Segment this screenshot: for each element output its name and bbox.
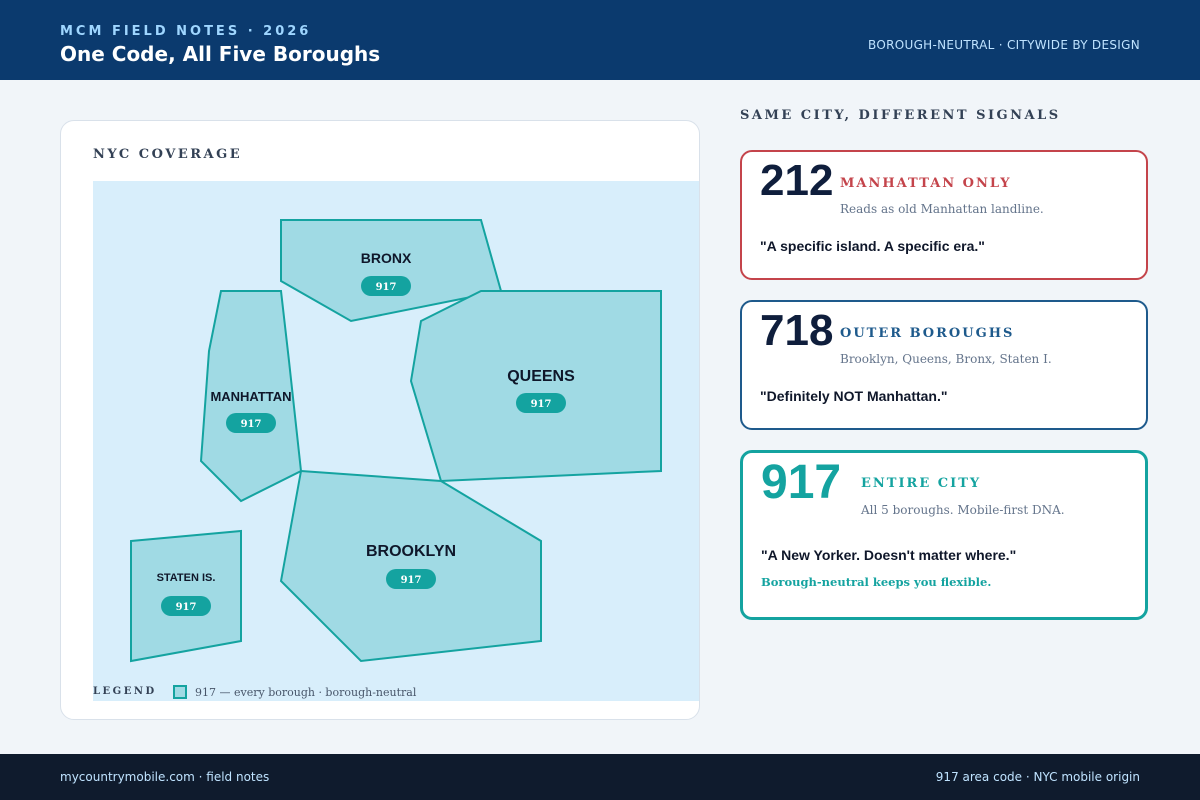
header-bar: MCM FIELD NOTES · 2026 One Code, All Fiv… — [0, 0, 1200, 80]
area-code-card-212: 212 MANHATTAN ONLY Reads as old Manhatta… — [740, 150, 1148, 280]
borough-label-brooklyn: BROOKLYN — [366, 543, 456, 560]
footer-bar: mycountrymobile.com · field notes 917 ar… — [0, 754, 1200, 800]
map-title: NYC COVERAGE — [93, 147, 243, 162]
borough-label-staten-island: STATEN IS. — [157, 572, 216, 584]
borough-label-manhattan: MANHATTAN — [210, 389, 291, 404]
legend-swatch — [173, 685, 187, 699]
nyc-map: BRONX 917 QUEENS 917 MANHATTAN 917 BROOK… — [93, 181, 699, 701]
borough-label-bronx: BRONX — [361, 250, 412, 266]
footer-caption: 917 area code · NYC mobile origin — [935, 770, 1140, 784]
area-code-number: 718 — [760, 306, 834, 355]
code-pill-bronx — [361, 276, 411, 296]
borough-shape-manhattan — [199, 290, 303, 503]
borough-shape-brooklyn — [279, 469, 542, 663]
code-pill-text-queens: 917 — [531, 399, 552, 410]
area-code-label: ENTIRE CITY — [861, 476, 982, 491]
area-code-quote: "A specific island. A specific era." — [760, 238, 985, 254]
borough-shape-bronx — [280, 219, 503, 323]
area-code-label: MANHATTAN ONLY — [840, 176, 1012, 191]
code-pill-text-bronx: 917 — [376, 282, 397, 293]
legend-title: LEGEND — [93, 686, 157, 697]
borough-shape-queens — [409, 290, 662, 483]
borough-brooklyn[interactable]: BROOKLYN 917 — [279, 469, 542, 663]
nyc-coverage-card: BRONX 917 QUEENS 917 MANHATTAN 917 BROOK… — [60, 120, 700, 720]
area-code-note: Borough-neutral keeps you flexible. — [761, 575, 992, 589]
code-pill-text-staten-island: 917 — [176, 602, 197, 613]
code-pill-manhattan — [226, 413, 276, 433]
code-pill-brooklyn — [386, 569, 436, 589]
header-eyebrow: MCM FIELD NOTES · 2026 — [60, 24, 312, 39]
borough-queens[interactable]: QUEENS 917 — [409, 290, 662, 483]
area-code-number: 212 — [760, 156, 834, 205]
area-code-label: OUTER BOROUGHS — [840, 326, 1015, 341]
side-heading: SAME CITY, DIFFERENT SIGNALS — [740, 108, 1061, 123]
area-code-quote: "A New Yorker. Doesn't matter where." — [761, 547, 1017, 563]
borough-label-queens: QUEENS — [507, 368, 575, 385]
page-title: One Code, All Five Boroughs — [60, 42, 381, 66]
legend-text: 917 — every borough · borough-neutral — [195, 686, 417, 699]
area-code-card-917: 917 ENTIRE CITY All 5 boroughs. Mobile-f… — [740, 450, 1148, 620]
area-code-description: All 5 boroughs. Mobile-first DNA. — [861, 503, 1065, 517]
code-pill-text-manhattan: 917 — [241, 419, 262, 430]
borough-bronx[interactable]: BRONX 917 — [280, 219, 503, 323]
area-code-description: Brooklyn, Queens, Bronx, Staten I. — [840, 352, 1052, 366]
header-tagline: BOROUGH-NEUTRAL · CITYWIDE BY DESIGN — [868, 38, 1140, 52]
footer-site-link[interactable]: mycountrymobile.com · field notes — [60, 770, 270, 784]
area-code-card-718: 718 OUTER BOROUGHS Brooklyn, Queens, Bro… — [740, 300, 1148, 430]
borough-staten-island[interactable]: STATEN IS. 917 — [130, 529, 242, 663]
area-code-description: Reads as old Manhattan landline. — [840, 202, 1044, 216]
area-code-quote: "Definitely NOT Manhattan." — [760, 388, 948, 404]
code-pill-text-brooklyn: 917 — [401, 575, 422, 586]
code-pill-staten-island — [161, 596, 211, 616]
area-code-number: 917 — [761, 456, 842, 509]
borough-manhattan[interactable]: MANHATTAN 917 — [199, 290, 303, 503]
code-pill-queens — [516, 393, 566, 413]
